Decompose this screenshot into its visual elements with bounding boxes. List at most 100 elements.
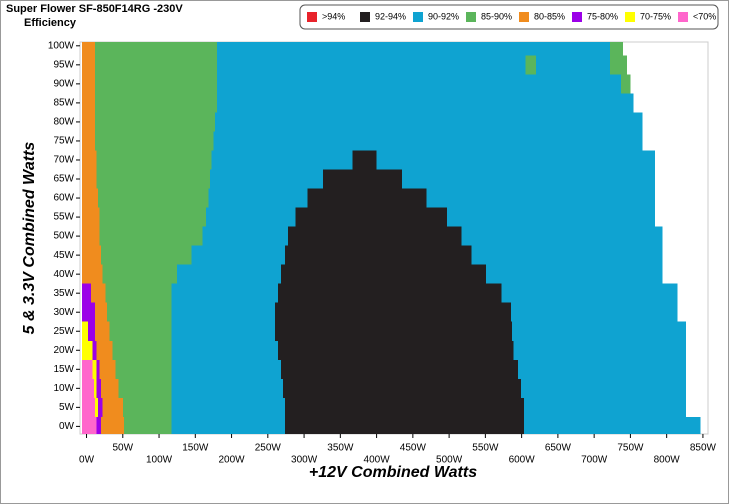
region-cell — [426, 188, 656, 208]
legend-label: 75-80% — [587, 11, 618, 21]
y-tick-label: 75W — [53, 136, 74, 147]
y-tick-label: 85W — [53, 98, 74, 109]
region-cell — [124, 416, 172, 434]
y-tick-label: 45W — [53, 250, 74, 261]
region-cell — [101, 416, 125, 434]
region-cell — [98, 188, 209, 208]
region-cell — [95, 302, 107, 322]
x-tick-label: 600W — [509, 455, 536, 466]
y-tick-label: 60W — [53, 193, 74, 204]
region-cell — [82, 207, 100, 227]
legend-label: 70-75% — [640, 11, 671, 21]
region-cell — [277, 283, 502, 303]
region-cell — [95, 74, 218, 94]
region-cell — [82, 359, 93, 379]
region-cell — [525, 55, 537, 75]
region-cell — [322, 169, 402, 189]
region-cell — [115, 359, 172, 379]
region-cell — [283, 378, 521, 398]
region-cell — [82, 226, 100, 246]
region-cell — [99, 207, 207, 227]
region-cell — [96, 378, 102, 398]
region-cell — [112, 340, 172, 360]
y-tick-label: 65W — [53, 174, 74, 185]
y-tick-label: 70W — [53, 155, 74, 166]
x-tick-label: 850W — [690, 443, 717, 454]
region-cell — [518, 359, 687, 379]
region-cell — [82, 42, 96, 56]
region-cell — [82, 188, 99, 208]
region-cell — [513, 340, 687, 360]
region-cell — [171, 302, 276, 322]
region-cell — [118, 378, 172, 398]
region-cell — [95, 131, 214, 151]
region-cell — [275, 321, 513, 341]
region-cell — [82, 55, 96, 75]
y-tick-label: 10W — [53, 383, 74, 394]
region-cell — [82, 169, 97, 189]
region-cell — [211, 150, 353, 170]
region-cell — [280, 359, 519, 379]
region-cell — [352, 150, 377, 170]
region-cell — [501, 283, 678, 303]
region-cell — [95, 93, 218, 113]
region-cell — [217, 93, 634, 113]
region-cell — [486, 264, 663, 284]
region-cell — [92, 340, 97, 360]
region-cell — [610, 55, 627, 75]
legend-swatch — [413, 12, 423, 22]
region-cell — [96, 340, 113, 360]
regions — [82, 42, 701, 434]
region-cell — [461, 226, 663, 246]
region-cell — [122, 397, 172, 417]
region-cell — [446, 207, 656, 227]
legend-swatch — [466, 12, 476, 22]
region-cell — [99, 359, 116, 379]
region-cell — [217, 74, 621, 94]
region-cell — [214, 112, 643, 132]
legend-swatch — [360, 12, 370, 22]
x-tick-label: 750W — [617, 443, 644, 454]
y-tick-label: 80W — [53, 117, 74, 128]
chart-title: Super Flower SF-850F14RG -230V — [6, 3, 183, 15]
region-cell — [109, 321, 172, 341]
x-tick-label: 0W — [79, 455, 95, 466]
x-tick-label: 300W — [291, 455, 318, 466]
region-cell — [82, 93, 96, 113]
region-cell — [177, 264, 281, 284]
region-cell — [523, 397, 687, 417]
x-tick-label: 250W — [255, 443, 282, 454]
region-cell — [285, 245, 472, 265]
legend-label: 85-90% — [481, 11, 512, 21]
region-cell — [610, 42, 624, 56]
region-cell — [208, 188, 308, 208]
y-tick-label: 30W — [53, 307, 74, 318]
x-tick-label: 50W — [113, 443, 134, 454]
region-cell — [401, 169, 656, 189]
y-tick-label: 40W — [53, 269, 74, 280]
region-cell — [295, 207, 447, 227]
region-cell — [96, 359, 100, 379]
legend-label: 92-94% — [375, 11, 406, 21]
region-cell — [217, 42, 611, 56]
region-cell — [82, 321, 88, 341]
legend-swatch — [678, 12, 688, 22]
x-tick-label: 350W — [327, 443, 354, 454]
y-tick-label: 5W — [59, 402, 75, 413]
legend-label: <70% — [693, 11, 716, 21]
region-cell — [82, 74, 96, 94]
region-cell — [82, 245, 102, 265]
y-tick-label: 15W — [53, 364, 74, 375]
region-cell — [82, 112, 96, 132]
x-tick-label: 150W — [182, 443, 209, 454]
region-cell — [95, 112, 215, 132]
region-cell — [202, 226, 289, 246]
y-axis-label: 5 & 3.3V Combined Watts — [21, 142, 38, 335]
region-cell — [171, 378, 284, 398]
region-cell — [536, 55, 611, 75]
region-cell — [288, 226, 462, 246]
region-cell — [90, 283, 106, 303]
region-cell — [101, 245, 192, 265]
region-cell — [171, 340, 278, 360]
region-cell — [82, 397, 96, 417]
